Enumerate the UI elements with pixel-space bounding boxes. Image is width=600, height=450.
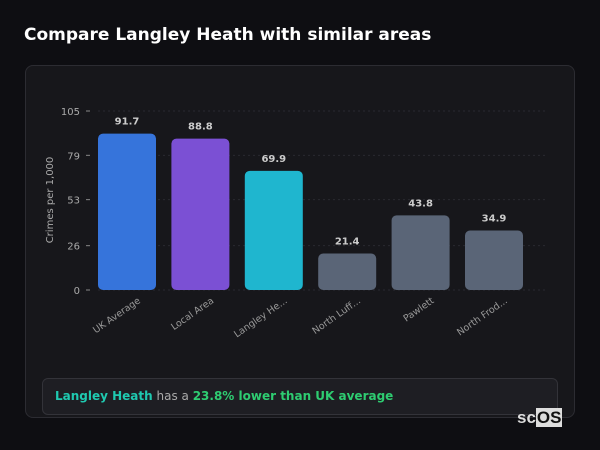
y-tick-label: 0 bbox=[74, 286, 80, 297]
x-tick-label: North Frod... bbox=[455, 295, 510, 338]
x-tick-label: Langley He... bbox=[232, 295, 289, 340]
bar-value-label: 91.7 bbox=[115, 117, 140, 128]
x-tick-label: Pawlett bbox=[401, 295, 436, 324]
summary-box: Langley Heath has a 23.8% lower than UK … bbox=[42, 378, 558, 415]
page-title: Compare Langley Heath with similar areas bbox=[24, 25, 432, 45]
bar[interactable] bbox=[318, 253, 377, 290]
bar[interactable] bbox=[244, 170, 303, 290]
bar-value-label: 69.9 bbox=[261, 154, 286, 165]
x-tick-label: Local Area bbox=[169, 295, 216, 332]
bar[interactable] bbox=[465, 230, 523, 290]
scos-logo: scOS bbox=[517, 408, 563, 427]
x-tick-label: North Luff... bbox=[310, 295, 362, 336]
bar-value-label: 21.4 bbox=[335, 237, 360, 248]
y-tick-label: 26 bbox=[67, 242, 80, 253]
summary-middle: has a bbox=[152, 389, 193, 403]
bar-value-label: 88.8 bbox=[188, 122, 213, 133]
y-tick-label: 79 bbox=[67, 151, 80, 162]
y-tick-label: 53 bbox=[67, 196, 80, 207]
x-tick-label: UK Average bbox=[91, 295, 143, 336]
summary-comparison: 23.8% lower than UK average bbox=[192, 389, 394, 403]
bar[interactable] bbox=[98, 133, 156, 290]
bar-value-label: 43.8 bbox=[408, 198, 433, 209]
bar[interactable] bbox=[171, 138, 230, 290]
bar[interactable] bbox=[391, 215, 450, 290]
bar-value-label: 34.9 bbox=[482, 214, 507, 225]
summary-area: Langley Heath bbox=[55, 389, 153, 403]
y-axis-label: Crimes per 1,000 bbox=[45, 157, 56, 244]
y-tick-label: 105 bbox=[61, 107, 80, 118]
